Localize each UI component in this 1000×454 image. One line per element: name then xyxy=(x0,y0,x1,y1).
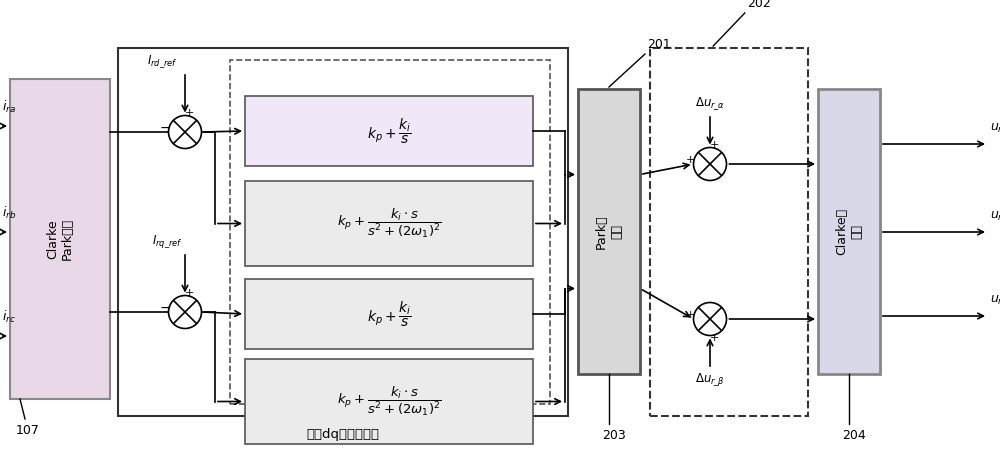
Text: −: − xyxy=(159,301,171,315)
Bar xyxy=(818,89,880,374)
Text: $I_{rd\_ref}$: $I_{rd\_ref}$ xyxy=(147,53,178,70)
Bar xyxy=(650,48,808,416)
Text: $I_{rq\_ref}$: $I_{rq\_ref}$ xyxy=(152,233,183,250)
Text: $u_{rb}$: $u_{rb}$ xyxy=(990,210,1000,223)
Text: Park反
变换: Park反 变换 xyxy=(595,214,623,249)
Text: +: + xyxy=(685,155,695,165)
Text: +: + xyxy=(685,310,695,320)
Text: 正序dq旋转坐标系: 正序dq旋转坐标系 xyxy=(306,428,380,441)
Text: $\Delta u_{r\_\alpha}$: $\Delta u_{r\_\alpha}$ xyxy=(695,95,725,112)
Bar xyxy=(10,79,110,399)
Circle shape xyxy=(168,115,202,148)
Text: $\Delta u_{r\_\beta}$: $\Delta u_{r\_\beta}$ xyxy=(695,371,725,388)
Text: −: − xyxy=(159,121,171,135)
Text: +: + xyxy=(184,288,194,298)
Text: $i_{rb}$: $i_{rb}$ xyxy=(2,205,16,221)
Bar xyxy=(245,96,533,166)
Circle shape xyxy=(694,302,726,336)
Text: +: + xyxy=(184,108,194,118)
Text: 204: 204 xyxy=(842,429,866,442)
Text: +: + xyxy=(709,140,719,150)
Bar xyxy=(245,359,533,444)
Bar xyxy=(118,48,568,416)
Circle shape xyxy=(168,296,202,329)
Text: 201: 201 xyxy=(647,38,671,51)
Text: Clarke
Park变换: Clarke Park变换 xyxy=(46,218,74,260)
Text: 203: 203 xyxy=(602,429,626,442)
Bar xyxy=(578,89,640,374)
Text: $k_p + \dfrac{k_i}{s}$: $k_p + \dfrac{k_i}{s}$ xyxy=(367,299,411,329)
Text: $k_p + \dfrac{k_i \cdot s}{s^2+(2\omega_1)^2}$: $k_p + \dfrac{k_i \cdot s}{s^2+(2\omega_… xyxy=(337,207,441,240)
Text: $i_{ra}$: $i_{ra}$ xyxy=(2,99,16,115)
Text: $i_{rc}$: $i_{rc}$ xyxy=(2,309,16,325)
Bar xyxy=(245,181,533,266)
Text: $k_p + \dfrac{k_i}{s}$: $k_p + \dfrac{k_i}{s}$ xyxy=(367,116,411,146)
Text: 202: 202 xyxy=(747,0,771,10)
Text: 107: 107 xyxy=(16,424,40,437)
Text: $u_{ra}$: $u_{ra}$ xyxy=(990,122,1000,135)
Text: Clarke反
变换: Clarke反 变换 xyxy=(835,208,863,255)
Text: $u_{rc}$: $u_{rc}$ xyxy=(990,294,1000,307)
Circle shape xyxy=(694,148,726,181)
Text: +: + xyxy=(709,333,719,343)
Text: $k_p + \dfrac{k_i \cdot s}{s^2+(2\omega_1)^2}$: $k_p + \dfrac{k_i \cdot s}{s^2+(2\omega_… xyxy=(337,385,441,418)
Bar xyxy=(230,60,550,404)
Bar xyxy=(245,279,533,349)
